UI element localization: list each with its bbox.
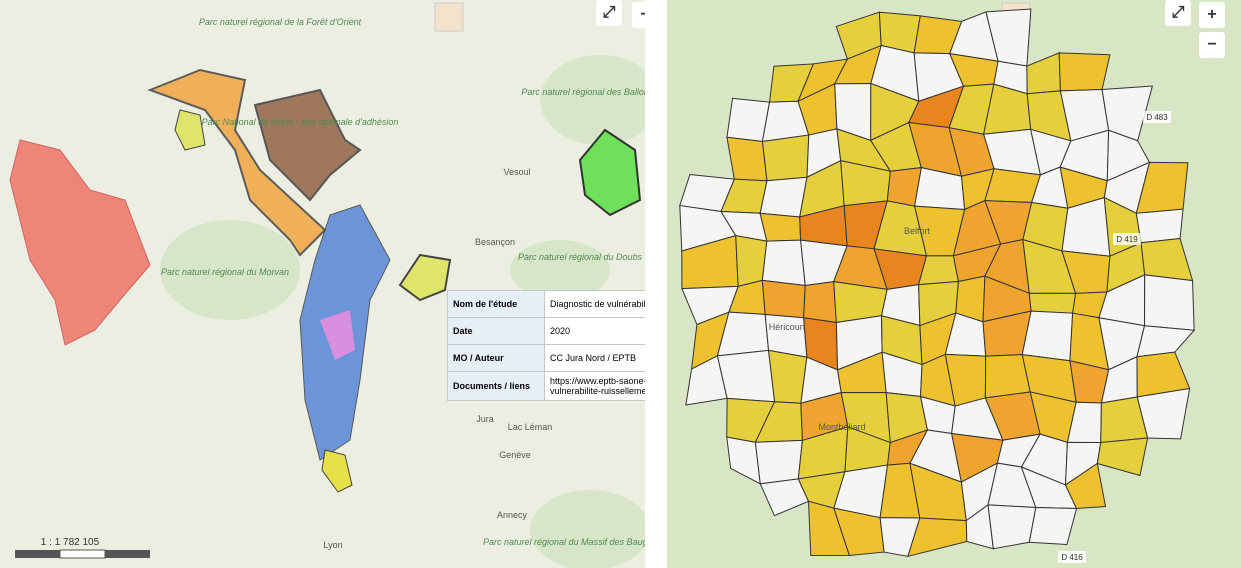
expand-button[interactable]: ⤢ [1165,0,1191,26]
zone[interactable] [174,109,206,151]
popup-key: Nom de l'étude [447,290,545,318]
commune[interactable] [1028,292,1077,314]
popup-row: Date 2020 [447,317,645,345]
zone[interactable] [9,139,151,346]
right-map[interactable]: Belfort Héricourt Montbéliard D 483 D 419 D 4… [667,0,1241,568]
commune[interactable] [759,212,802,242]
commune[interactable] [759,176,808,218]
popup-value: https://www.eptb-saone-doubs.fr/ vulnera… [544,371,645,401]
road-badge [1058,551,1086,563]
place-label: Annecy [497,510,528,520]
zone[interactable] [578,128,642,217]
place-label: Parc naturel régional des Ballons des Vo… [521,87,645,97]
left-map[interactable]: Parc naturel régional de la Forêt d'Orie… [0,0,645,568]
expand-button[interactable]: ⤢ [596,0,622,26]
place-label: Montbéliard [818,422,865,432]
place-label: Jura [476,414,494,424]
commune[interactable] [761,279,806,319]
zone[interactable] [321,449,353,493]
basemap-switch[interactable] [434,2,464,32]
popup-key: Documents / liens [447,371,545,401]
road-label: D 483 [1146,113,1168,122]
commune[interactable] [1135,208,1184,244]
popup-value: CC Jura Nord / EPTB [544,344,645,372]
road-label: D 416 [1061,553,1083,562]
place-label: Vesoul [503,167,530,177]
popup-row: Documents / lienshttps://www.eptb-saone-… [447,371,645,401]
zoom-out-button[interactable]: − [632,2,645,28]
commune[interactable] [1028,506,1078,546]
commune[interactable] [803,281,837,324]
commune[interactable] [984,168,1042,204]
popup-key: MO / Auteur [447,344,545,372]
commune[interactable] [761,134,810,182]
popup-row: Nom de l'étude Diagnostic de vulnérabilit… [447,290,645,318]
commune[interactable] [767,349,808,404]
place-label: Lac Léman [508,422,553,432]
place-label: Parc National de forêts - aire optimale … [202,117,399,127]
place-label: Belfort [904,226,931,236]
scale-text: 1 : 1 782 105 [41,537,100,548]
zone[interactable] [147,68,327,257]
popup-row: MO / Auteur CC Jura Nord / EPTB [447,344,645,372]
zoom-out-button[interactable]: − [1199,32,1225,58]
place-label: Parc naturel régional de la Forêt d'Orie… [199,17,362,27]
info-popup: Nom de l'étude Diagnostic de vulnérabilit… [447,290,645,401]
popup-value: Diagnostic de vulnérabilité [544,290,645,318]
place-label: Genève [499,450,531,460]
place-label: Lyon [323,540,342,550]
road-badge [1143,111,1171,123]
zoom-in-button[interactable]: + [1199,2,1225,28]
right-map-svg: Belfort Héricourt Montbéliard D 483 D 419 D 4… [667,0,1241,568]
commune[interactable] [716,349,776,403]
commune[interactable] [754,439,803,485]
popup-key: Date [447,317,545,345]
popup-value: 2020 [544,317,645,345]
zone[interactable] [398,253,452,302]
place-label: Parc naturel régional du Morvan [161,267,289,277]
commune[interactable] [1021,310,1074,362]
zone [320,310,355,360]
place-label: Besançon [475,237,515,247]
zone[interactable] [253,88,362,202]
commune[interactable] [1064,462,1107,510]
commune[interactable] [987,504,1037,550]
commune[interactable] [1058,52,1111,92]
road-label: D 419 [1116,235,1138,244]
place-label: Héricourt [769,322,806,332]
commune[interactable] [1136,387,1191,440]
commune[interactable] [1144,274,1195,331]
place-label: Parc naturel régional du Massif des Baug… [483,537,645,547]
commune[interactable] [1096,437,1149,477]
commune[interactable] [761,239,806,287]
left-map-svg: Parc naturel régional de la Forêt d'Orie… [9,2,645,568]
place-label: Parc naturel régional du Doubs [518,252,643,262]
road-badge [1113,233,1141,245]
